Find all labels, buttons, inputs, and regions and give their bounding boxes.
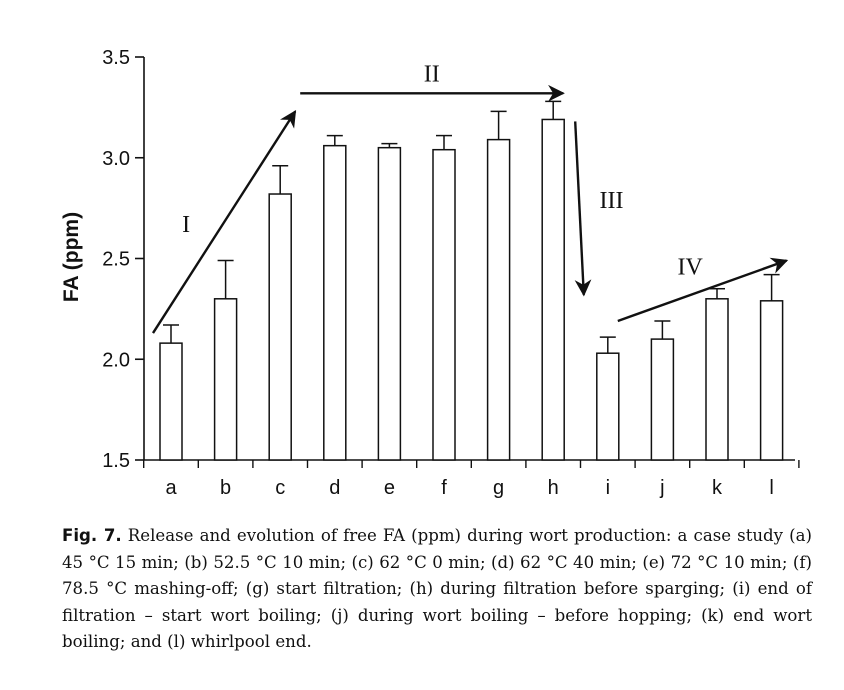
bars bbox=[159, 100, 784, 461]
x-tick-label-f: f bbox=[441, 477, 447, 499]
bar-k bbox=[705, 298, 729, 461]
bar-b bbox=[213, 298, 238, 461]
x-axis: a b c d e f g h i j k l bbox=[142, 459, 800, 499]
x-tick-label-d: d bbox=[329, 477, 340, 499]
phase-label-III: III bbox=[600, 188, 624, 214]
y-tick-label: 3.0 bbox=[102, 148, 130, 170]
x-tick-label-j: j bbox=[659, 477, 664, 499]
x-tick-label-h: h bbox=[548, 477, 559, 499]
bar-j bbox=[650, 338, 675, 461]
y-axis-label: FA (ppm) bbox=[60, 212, 83, 302]
y-tick-label: 1.5 bbox=[102, 450, 130, 472]
x-tick-label-a: a bbox=[165, 477, 177, 499]
phase-arrow-I bbox=[151, 109, 297, 334]
bar-e bbox=[377, 146, 402, 461]
x-tick-label-l: l bbox=[769, 477, 773, 499]
phase-arrow-III bbox=[574, 121, 592, 297]
phase-label-I: I bbox=[182, 212, 190, 238]
bar-l bbox=[759, 300, 784, 461]
figure-caption: Fig. 7. Release and evolution of free FA… bbox=[62, 523, 812, 656]
y-tick-label: 2.0 bbox=[102, 349, 130, 371]
figure-label: Fig. 7. bbox=[62, 526, 122, 545]
y-tick-label: 3.5 bbox=[102, 47, 130, 69]
bar-d bbox=[323, 144, 347, 461]
caption-text: Release and evolution of free FA (ppm) d… bbox=[62, 526, 813, 651]
bar-c bbox=[268, 193, 292, 461]
phase-arrow-IV bbox=[617, 257, 789, 323]
phase-label-IV: IV bbox=[678, 255, 704, 281]
y-tick-label: 2.5 bbox=[102, 249, 130, 271]
x-tick-label-k: k bbox=[712, 477, 723, 499]
bar-i bbox=[596, 352, 620, 461]
x-tick-label-c: c bbox=[275, 477, 285, 499]
y-axis: 1.5 2.0 2.5 3.0 3.5 bbox=[102, 47, 145, 472]
x-tick-label-b: b bbox=[220, 477, 231, 499]
bar-g bbox=[486, 138, 511, 461]
x-tick-label-i: i bbox=[606, 477, 610, 499]
x-tick-label-g: g bbox=[493, 477, 504, 499]
phase-label-II: II bbox=[424, 61, 440, 87]
x-tick-label-e: e bbox=[384, 477, 395, 499]
bar-f bbox=[432, 148, 456, 461]
bar-a bbox=[159, 342, 183, 461]
bar-h bbox=[541, 118, 565, 461]
